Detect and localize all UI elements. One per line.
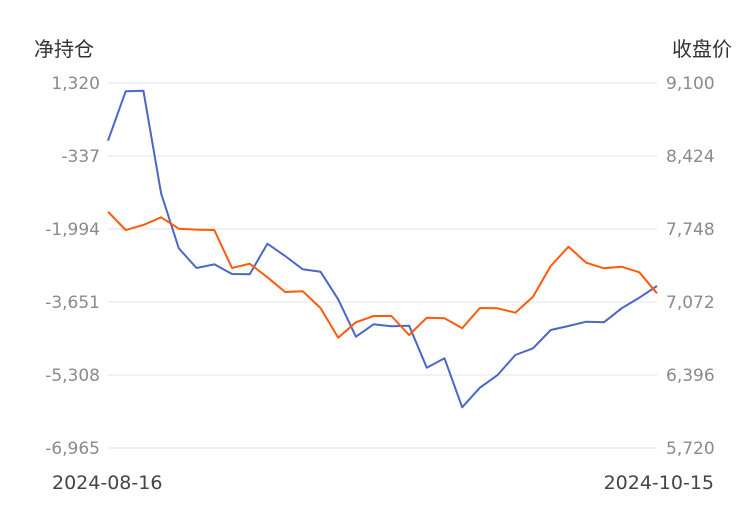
net-position-line (107, 89, 658, 409)
right-axis-title: 收盘价 (672, 37, 732, 61)
left-axis-title: 净持仓 (34, 37, 94, 61)
right-tick-label: 8,424 (666, 147, 715, 167)
left-tick-label: -3,651 (45, 293, 100, 313)
left-tick-label: -1,994 (45, 220, 100, 240)
right-tick-label: 9,100 (666, 74, 715, 94)
left-tick-label: -5,308 (45, 366, 100, 386)
close-price-line (107, 211, 658, 339)
right-tick-label: 5,720 (666, 439, 715, 459)
right-tick-label: 7,072 (666, 293, 715, 313)
left-tick-label: 1,320 (51, 74, 100, 94)
left-tick-label: -6,965 (45, 439, 100, 459)
x-tick-end: 2024-10-15 (604, 472, 714, 494)
x-tick-start: 2024-08-16 (52, 472, 162, 494)
right-tick-label: 7,748 (666, 220, 715, 240)
left-tick-label: -337 (61, 147, 100, 167)
right-tick-label: 6,396 (666, 366, 715, 386)
